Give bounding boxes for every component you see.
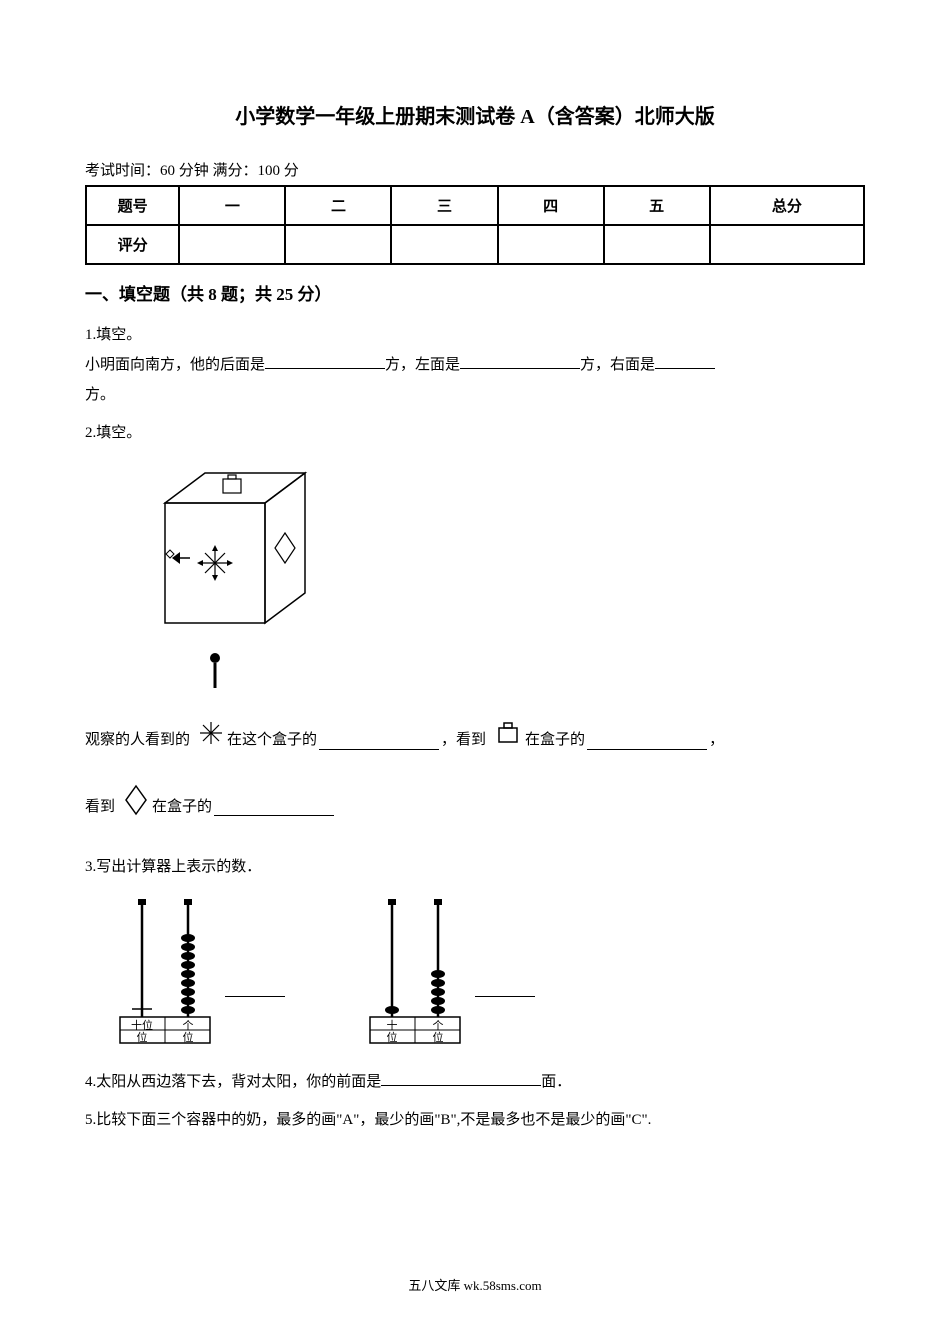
abacus-icon: 十 位 个 位 — [365, 897, 465, 1047]
col-header: 四 — [498, 186, 604, 225]
q2-line1: 观察的人看到的 在这个盒子的 ，看到 在盒子的 ， — [85, 719, 865, 763]
svg-text:个: 个 — [433, 1019, 444, 1032]
blank — [381, 1068, 541, 1086]
section-heading: 一、填空题（共 8 题；共 25 分） — [85, 280, 865, 305]
blank — [587, 732, 707, 750]
svg-text:个: 个 — [183, 1019, 194, 1032]
score-cell — [179, 225, 285, 264]
blank — [319, 732, 439, 750]
question-1: 1.填空。 小明面向南方，他的后面是 方，左面是 方，右面是 方。 — [85, 320, 865, 410]
q-text: 比较下面三个容器中的奶，最多的画"A"，最少的画"B",不是最多也不是最少的画"… — [96, 1112, 651, 1128]
question-4: 4.太阳从西边落下去，背对太阳，你的前面是 面． — [85, 1067, 865, 1097]
svg-text:十位: 十位 — [131, 1018, 153, 1032]
footer-text: 五八文库 wk.58sms.com — [0, 1275, 950, 1294]
q-num: 3. — [85, 859, 96, 875]
q-text: ， — [709, 722, 724, 760]
score-cell — [391, 225, 497, 264]
question-3: 3.写出计算器上表示的数． — [85, 852, 865, 1047]
svg-text:位: 位 — [137, 1030, 148, 1044]
col-header: 三 — [391, 186, 497, 225]
abacus-2: 十 位 个 位 — [365, 897, 535, 1047]
abacus-1: 十位 位 个 位 — [115, 897, 285, 1047]
score-cell — [285, 225, 391, 264]
box-figure — [145, 463, 865, 704]
q-text: ，看到 — [441, 722, 486, 760]
q-label: 填空。 — [96, 425, 141, 441]
q-text: 观察的人看到的 — [85, 722, 190, 760]
score-table: 题号 一 二 三 四 五 总分 评分 — [85, 185, 865, 265]
blank — [225, 979, 285, 997]
q-num: 2. — [85, 425, 96, 441]
abacus-icon: 十位 位 个 位 — [115, 897, 215, 1047]
page-title: 小学数学一年级上册期末测试卷 A（含答案）北师大版 — [85, 100, 865, 129]
col-header: 一 — [179, 186, 285, 225]
col-header: 总分 — [710, 186, 864, 225]
question-2: 2.填空。 — [85, 418, 865, 832]
q-text: 在盒子的 — [525, 722, 585, 760]
svg-text:位: 位 — [433, 1030, 444, 1044]
score-cell — [604, 225, 710, 264]
q-text: 在这个盒子的 — [227, 722, 317, 760]
q-text: 面． — [541, 1074, 571, 1090]
svg-text:十: 十 — [387, 1018, 398, 1032]
q-text: 在盒子的 — [152, 789, 212, 827]
q-num: 1. — [85, 327, 96, 343]
q-text: 方，右面是 — [580, 357, 655, 373]
q-text: 写出计算器上表示的数． — [96, 859, 261, 875]
q-text: 小明面向南方，他的后面是 — [85, 357, 265, 373]
score-cell — [710, 225, 864, 264]
blank — [460, 351, 580, 369]
q-text: 方，左面是 — [385, 357, 460, 373]
svg-text:位: 位 — [387, 1030, 398, 1044]
cube-diagram-icon — [145, 463, 325, 693]
col-header: 二 — [285, 186, 391, 225]
q-label: 填空。 — [96, 327, 141, 343]
table-row: 评分 — [86, 225, 864, 264]
q-text: 太阳从西边落下去，背对太阳，你的前面是 — [96, 1074, 381, 1090]
blank — [265, 351, 385, 369]
blank — [655, 351, 715, 369]
row-label: 题号 — [86, 186, 179, 225]
blank — [475, 979, 535, 997]
abacus-row: 十位 位 个 位 — [115, 897, 865, 1047]
star-icon — [197, 719, 225, 763]
row-label: 评分 — [86, 225, 179, 264]
blank — [214, 798, 334, 816]
svg-text:位: 位 — [183, 1030, 194, 1044]
q-num: 5. — [85, 1112, 96, 1128]
table-row: 题号 一 二 三 四 五 总分 — [86, 186, 864, 225]
col-header: 五 — [604, 186, 710, 225]
exam-info: 考试时间：60 分钟 满分：100 分 — [85, 159, 865, 180]
q-text: 看到 — [85, 789, 115, 827]
question-5: 5.比较下面三个容器中的奶，最多的画"A"，最少的画"B",不是最多也不是最少的… — [85, 1105, 865, 1135]
q-num: 4. — [85, 1074, 96, 1090]
diamond-icon — [122, 783, 150, 833]
score-cell — [498, 225, 604, 264]
box-icon — [493, 720, 523, 762]
q2-line2: 看到 在盒子的 — [85, 783, 865, 833]
q-text: 方。 — [85, 387, 115, 403]
